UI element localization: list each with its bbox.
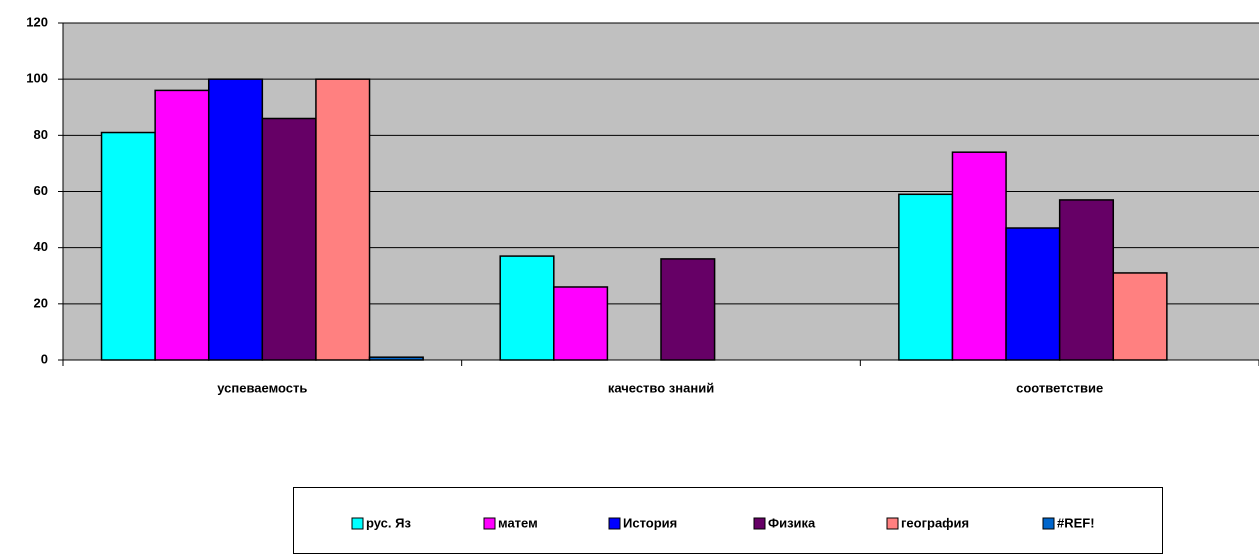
x-tick-label: успеваемость — [217, 380, 307, 395]
bar — [100, 131, 156, 361]
bar — [553, 286, 609, 361]
x-tick-label: качество знаний — [608, 380, 714, 395]
y-tick-label: 100 — [26, 71, 48, 86]
bar — [951, 151, 1007, 361]
y-tick-label: 120 — [26, 14, 48, 29]
legend-swatch — [753, 517, 766, 530]
bar — [898, 193, 954, 361]
bar — [1005, 227, 1061, 361]
legend-label: Физика — [768, 515, 816, 530]
bar — [1058, 199, 1115, 361]
bar — [315, 78, 371, 361]
legend-label: История — [623, 515, 677, 530]
legend-swatch — [608, 517, 621, 530]
y-tick-label: 20 — [34, 295, 48, 310]
legend-label: #REF! — [1057, 515, 1095, 530]
x-tick-label: соответствие — [1016, 380, 1103, 395]
legend-label: география — [901, 515, 969, 530]
y-tick-label: 80 — [34, 127, 48, 142]
bar — [154, 89, 210, 361]
bar — [1112, 272, 1168, 361]
legend-swatch — [1042, 517, 1055, 530]
y-tick-label: 60 — [34, 183, 48, 198]
bar — [261, 117, 317, 361]
y-tick-label: 0 — [41, 351, 48, 366]
legend-label: матем — [498, 515, 538, 530]
bar — [207, 78, 264, 361]
legend-swatch — [351, 517, 364, 530]
legend-box — [293, 487, 1163, 554]
y-tick-label: 40 — [34, 239, 48, 254]
legend-label: рус. Яз — [366, 515, 411, 530]
bar — [499, 255, 555, 361]
legend-swatch — [483, 517, 496, 530]
legend-swatch — [886, 517, 899, 530]
bar — [660, 258, 716, 361]
